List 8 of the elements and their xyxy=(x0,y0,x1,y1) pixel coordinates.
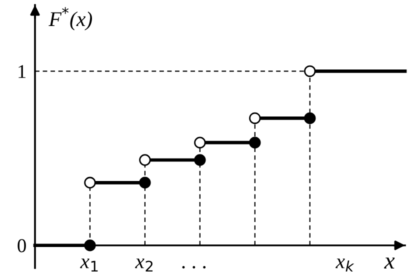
x-axis-title: x xyxy=(384,258,395,268)
y-tick-label: 1 xyxy=(18,65,26,78)
x-tick-label: x$_{k}$ xyxy=(336,258,354,272)
y-tick-label: 0 xyxy=(18,239,26,252)
x-tick-label: x$_{1}$ xyxy=(80,258,98,272)
y-axis-title: F$^{*}$(x) xyxy=(48,7,92,30)
x-tick-label: x$_{2}$ xyxy=(135,258,153,272)
x-tick-label: . . . xyxy=(182,266,206,268)
